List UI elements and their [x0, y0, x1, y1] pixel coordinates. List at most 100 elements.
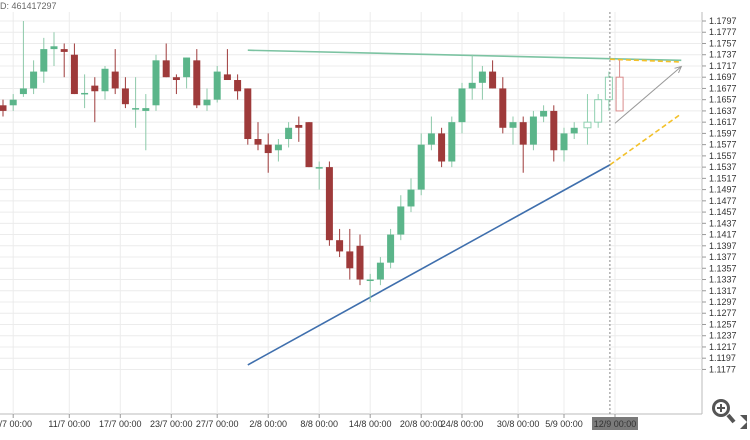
zoom-control[interactable]	[707, 395, 749, 433]
y-tick-label: 1.1357	[709, 263, 737, 273]
candle[interactable]	[111, 49, 119, 95]
candle[interactable]	[407, 178, 415, 213]
candle[interactable]	[458, 82, 466, 134]
candle[interactable]	[397, 195, 405, 241]
candle[interactable]	[40, 37, 48, 83]
candle[interactable]	[509, 116, 517, 145]
forecast-candle[interactable]	[583, 94, 592, 145]
candle[interactable]	[295, 116, 303, 142]
candle[interactable]	[346, 228, 354, 280]
forecast-arrow[interactable]	[614, 66, 682, 124]
y-tick-label: 1.1597	[709, 128, 737, 138]
candle-body	[529, 116, 537, 145]
candle[interactable]	[315, 161, 323, 190]
candle[interactable]	[438, 127, 446, 168]
candle[interactable]	[70, 43, 78, 95]
candle[interactable]	[142, 94, 150, 151]
candle[interactable]	[0, 99, 7, 117]
candle[interactable]	[468, 54, 476, 100]
candle[interactable]	[193, 49, 201, 109]
forecast-candle[interactable]	[615, 60, 624, 112]
candle[interactable]	[417, 133, 425, 196]
candle[interactable]	[376, 257, 384, 286]
candle[interactable]	[60, 43, 68, 78]
forecast-candle[interactable]	[594, 94, 603, 128]
chart-id-label: D: 461417297	[0, 1, 57, 11]
y-tick-label: 1.1377	[709, 252, 737, 262]
candle[interactable]	[121, 77, 129, 109]
candle[interactable]	[101, 65, 109, 100]
candle[interactable]	[152, 54, 160, 111]
y-tick-label: 1.1337	[709, 275, 737, 285]
y-tick-label: 1.1297	[709, 297, 737, 307]
candle[interactable]	[183, 57, 191, 89]
candle-body	[295, 124, 303, 128]
y-tick-label: 1.1737	[709, 50, 737, 60]
candle-body	[70, 54, 78, 95]
candle[interactable]	[448, 116, 456, 168]
candle[interactable]	[81, 74, 89, 109]
candle-body	[274, 144, 282, 151]
overlays	[609, 12, 683, 414]
candle[interactable]	[560, 127, 568, 162]
candle[interactable]	[336, 228, 344, 258]
candle[interactable]	[223, 49, 231, 81]
candle[interactable]	[540, 105, 548, 123]
candle[interactable]	[529, 110, 537, 151]
candle[interactable]	[30, 60, 38, 95]
forecast-candle[interactable]	[604, 71, 613, 111]
candle[interactable]	[478, 65, 486, 100]
candle-body	[213, 71, 221, 100]
candle[interactable]	[325, 161, 333, 246]
candle[interactable]	[172, 74, 180, 95]
x-tick-label: 5/9 00:00	[545, 419, 583, 429]
candle[interactable]	[519, 116, 527, 173]
y-tick-label: 1.1417	[709, 230, 737, 240]
x-tick-label: 23/7 00:00	[150, 419, 193, 429]
candle-body	[244, 88, 252, 140]
x-tick-label: 5/7 00:00	[0, 419, 32, 429]
candle[interactable]	[203, 88, 211, 111]
projection-line[interactable]	[609, 113, 682, 166]
lower-trend-line[interactable]	[247, 164, 611, 366]
candle[interactable]	[132, 77, 140, 128]
candle-body	[550, 110, 558, 151]
candle-body	[427, 133, 435, 145]
candle[interactable]	[387, 228, 395, 269]
candle[interactable]	[162, 43, 170, 78]
candle[interactable]	[499, 77, 507, 134]
candle-body	[152, 60, 160, 106]
candle-body	[111, 71, 119, 89]
candle[interactable]	[427, 116, 435, 151]
resize-icon	[740, 415, 747, 422]
upper-trend-line[interactable]	[247, 49, 682, 62]
candle-body	[540, 110, 548, 117]
candle[interactable]	[50, 32, 58, 66]
candle[interactable]	[234, 74, 242, 100]
candle-body	[356, 245, 364, 280]
x-tick-label: 2/8 00:00	[249, 419, 287, 429]
candle-body	[346, 251, 354, 269]
candle[interactable]	[91, 77, 99, 123]
candle[interactable]	[356, 234, 364, 286]
candle[interactable]	[254, 122, 262, 151]
candle-body	[560, 133, 568, 151]
candle[interactable]	[213, 65, 221, 103]
candle[interactable]	[366, 273, 374, 302]
projection-line[interactable]	[609, 58, 682, 63]
candle[interactable]	[274, 139, 282, 162]
candle[interactable]	[285, 122, 293, 148]
candle[interactable]	[244, 88, 252, 145]
trend-lines	[247, 49, 682, 366]
candle-body	[397, 206, 405, 235]
y-tick-label: 1.1477	[709, 196, 737, 206]
candle[interactable]	[9, 94, 17, 111]
candle[interactable]	[19, 21, 27, 97]
candle[interactable]	[305, 122, 313, 168]
candle[interactable]	[489, 60, 497, 89]
candle[interactable]	[550, 105, 558, 162]
candle[interactable]	[264, 133, 272, 173]
candle[interactable]	[570, 122, 578, 140]
